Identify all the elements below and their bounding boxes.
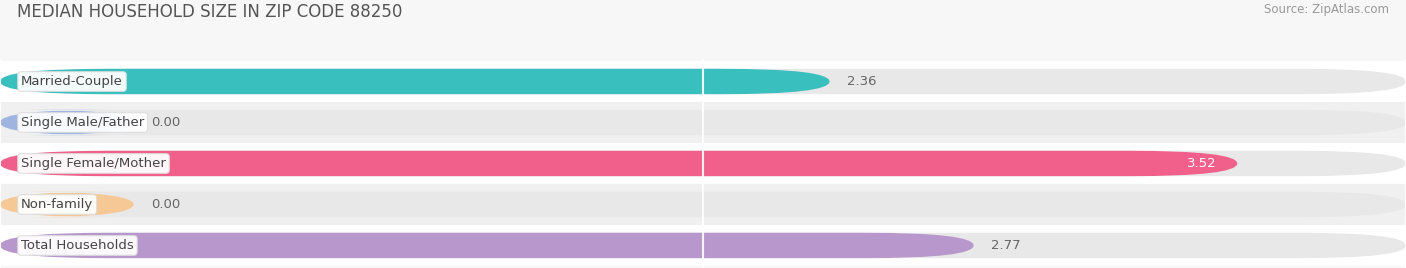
Text: 0.00: 0.00 (152, 116, 180, 129)
Text: Single Male/Father: Single Male/Father (21, 116, 145, 129)
FancyBboxPatch shape (0, 192, 134, 217)
FancyBboxPatch shape (0, 233, 973, 258)
FancyBboxPatch shape (0, 184, 1406, 225)
FancyBboxPatch shape (0, 69, 1406, 94)
Text: Single Female/Mother: Single Female/Mother (21, 157, 166, 170)
Text: 2.77: 2.77 (991, 239, 1021, 252)
Text: Non-family: Non-family (21, 198, 93, 211)
FancyBboxPatch shape (0, 69, 830, 94)
FancyBboxPatch shape (0, 151, 1406, 176)
FancyBboxPatch shape (0, 110, 1406, 135)
Text: Married-Couple: Married-Couple (21, 75, 122, 88)
Text: 2.36: 2.36 (846, 75, 876, 88)
FancyBboxPatch shape (0, 192, 1406, 217)
Text: MEDIAN HOUSEHOLD SIZE IN ZIP CODE 88250: MEDIAN HOUSEHOLD SIZE IN ZIP CODE 88250 (17, 3, 402, 21)
Text: 0.00: 0.00 (152, 198, 180, 211)
FancyBboxPatch shape (0, 61, 1406, 102)
FancyBboxPatch shape (0, 102, 1406, 143)
FancyBboxPatch shape (0, 143, 1406, 184)
Text: Source: ZipAtlas.com: Source: ZipAtlas.com (1264, 3, 1389, 16)
Text: 3.52: 3.52 (1187, 157, 1216, 170)
FancyBboxPatch shape (0, 151, 1237, 176)
Text: Total Households: Total Households (21, 239, 134, 252)
FancyBboxPatch shape (0, 233, 1406, 258)
FancyBboxPatch shape (0, 225, 1406, 266)
FancyBboxPatch shape (0, 110, 134, 135)
